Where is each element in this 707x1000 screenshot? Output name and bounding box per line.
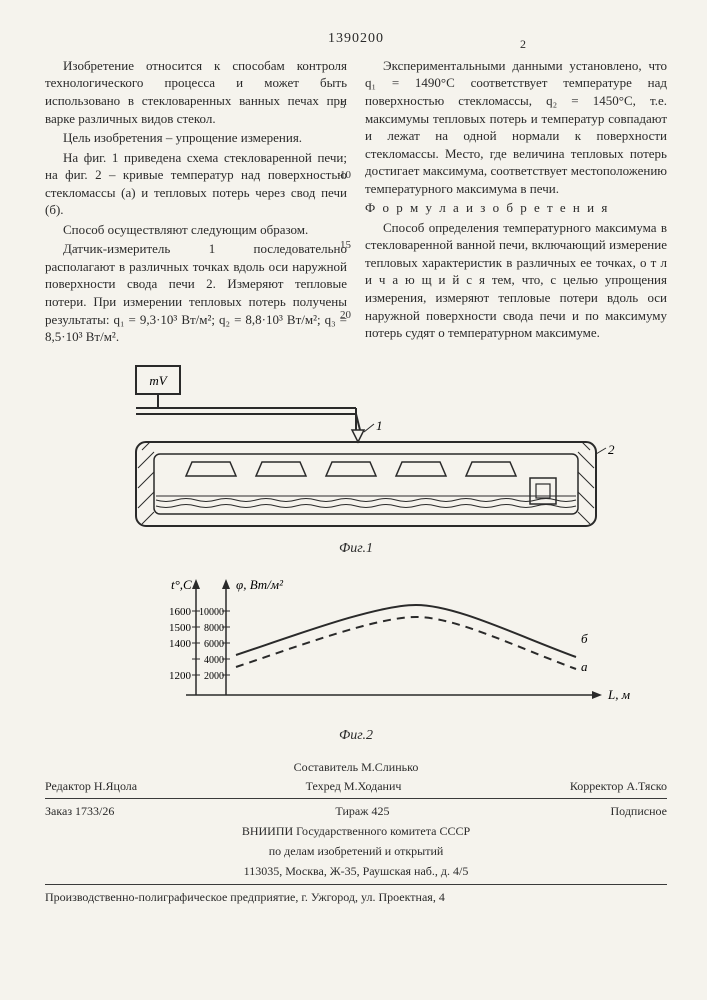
y1-tick: 1200 <box>169 670 192 682</box>
divider <box>45 798 667 799</box>
y2-tick: 6000 <box>204 639 224 650</box>
y1-tick: 1500 <box>169 622 192 634</box>
figure-1-caption: Фиг.1 <box>45 540 667 559</box>
compiler: Составитель М.Слинько <box>252 759 459 775</box>
figure-1: mV 1 <box>45 358 667 559</box>
corrector: Корректор А.Тяско <box>570 778 667 794</box>
y2-tick: 10000 <box>199 607 224 618</box>
furnace-schematic: mV 1 <box>76 358 636 538</box>
paragraph: Датчик-измеритель 1 последовательно расп… <box>45 240 347 345</box>
curve-b-label: б <box>581 631 588 646</box>
subscription: Подписное <box>611 803 668 819</box>
x-axis-label: L, м <box>607 687 630 702</box>
paragraph: Экспериментальными данными установлено, … <box>365 57 667 197</box>
organization: ВНИИПИ Государственного комитета СССР <box>45 823 667 839</box>
y2-tick: 2000 <box>204 671 224 682</box>
sensor-callout: 1 <box>376 418 383 433</box>
paragraph: Цель изобретения – упрощение измерения. <box>45 129 347 147</box>
line-marker: 10 <box>340 168 351 183</box>
curve-a-label: а <box>581 659 588 674</box>
mv-label: mV <box>149 373 168 388</box>
figure-2-caption: Фиг.2 <box>45 727 667 746</box>
left-column: Изобретение относится к способам контрол… <box>45 57 347 348</box>
divider <box>45 884 667 885</box>
editor: Редактор Н.Яцола <box>45 778 137 794</box>
right-column: Экспериментальными данными установлено, … <box>365 57 667 348</box>
order-number: Заказ 1733/26 <box>45 803 114 819</box>
curves-chart: t°,С φ, Вт/м² L, м 1600 1500 1400 1200 1… <box>76 565 636 725</box>
organization-line2: по делам изобретений и открытий <box>45 843 667 859</box>
credits-block: Составитель М.Слинько Редактор Н.Яцола Т… <box>45 759 667 904</box>
y2-axis-label: φ, Вт/м² <box>236 577 284 592</box>
y1-tick: 1600 <box>169 606 192 618</box>
paragraph: Изобретение относится к способам контрол… <box>45 57 347 127</box>
document-number: 1390200 <box>45 30 667 49</box>
y2-tick: 4000 <box>204 655 224 666</box>
paragraph: Способ осуществляют следующим образом. <box>45 221 347 239</box>
line-marker: 15 <box>340 238 351 253</box>
print-run: Тираж 425 <box>114 803 610 819</box>
address: 113035, Москва, Ж-35, Раушская наб., д. … <box>45 863 667 879</box>
y1-axis-label: t°,С <box>171 577 192 592</box>
column-number-right: 2 <box>520 36 526 52</box>
line-marker: 5 <box>340 98 346 113</box>
paragraph: Способ определения температурного максим… <box>365 219 667 342</box>
text-columns: Изобретение относится к способам контрол… <box>45 57 667 348</box>
tech-editor: Техред М.Ходанич <box>137 778 570 794</box>
paragraph: На фиг. 1 приведена схема стекловаренной… <box>45 149 347 219</box>
y2-tick: 8000 <box>204 623 224 634</box>
furnace-callout: 2 <box>608 442 615 457</box>
formula-heading: Ф о р м у л а и з о б р е т е н и я <box>365 199 667 217</box>
line-marker: 20 <box>340 308 351 323</box>
figure-2: t°,С φ, Вт/м² L, м 1600 1500 1400 1200 1… <box>45 565 667 746</box>
y1-tick: 1400 <box>169 638 192 650</box>
printer: Производственно-полиграфическое предприя… <box>45 889 667 905</box>
